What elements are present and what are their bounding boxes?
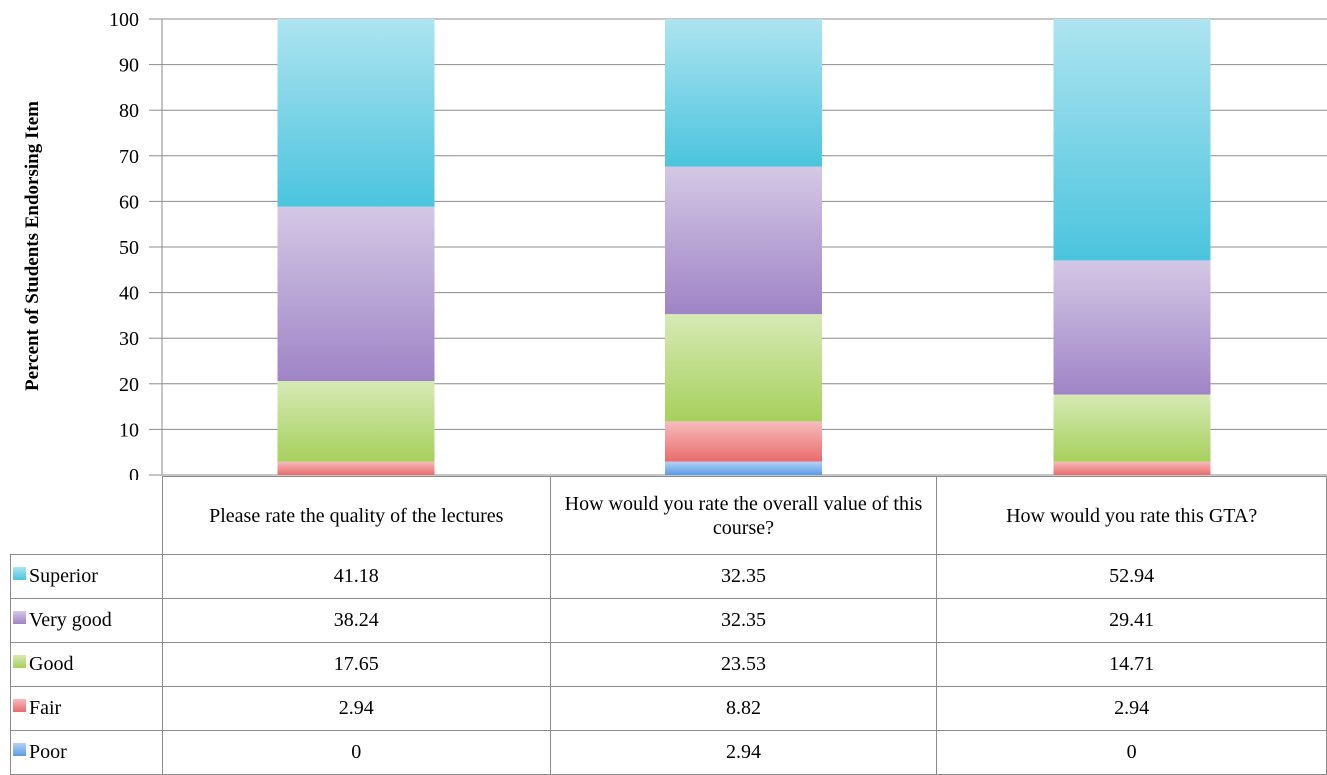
y-axis-ticks: 0 10 20 30 40 50 60 70 80 90 100 [109, 9, 163, 480]
data-value: 8.82 [549, 686, 938, 731]
data-value: 2.94 [936, 686, 1327, 731]
data-value: 14.71 [936, 642, 1327, 687]
legend-key [13, 611, 26, 624]
y-axis-label: Percent of Students Endorsing Item [22, 101, 43, 391]
bar-segment-very-good [277, 206, 435, 382]
category-label: How would you rate the overall value of … [549, 476, 938, 555]
y-tick-label: 0 [129, 465, 139, 480]
legend-key [13, 699, 26, 712]
legend-entry: Poor [10, 730, 163, 775]
table-row: Very good 38.24 32.35 29.41 [10, 598, 1327, 643]
series-name: Superior [29, 565, 98, 587]
bar-segment-very-good [1053, 260, 1211, 395]
stacked-bar-chart: 0 10 20 30 40 50 60 70 80 90 100 [109, 9, 1327, 480]
data-value: 2.94 [549, 730, 938, 775]
y-tick-label: 80 [119, 100, 139, 122]
data-value: 52.94 [936, 554, 1327, 599]
y-tick-label: 90 [119, 55, 139, 77]
category-label: How would you rate this GTA? [936, 476, 1327, 555]
table-row: Poor 0 2.94 0 [10, 730, 1327, 775]
y-tick-label: 40 [119, 283, 139, 305]
bar-segment-fair [665, 421, 822, 462]
bar-segment-good [665, 314, 822, 422]
data-value: 0 [936, 730, 1327, 775]
series-name: Fair [29, 697, 62, 719]
table-row: Good 17.65 23.53 14.71 [10, 642, 1327, 687]
legend-entry: Fair [10, 686, 163, 731]
bar-segment-good [277, 381, 435, 462]
data-value: 41.18 [161, 554, 551, 599]
bar-segment-fair [1053, 461, 1211, 475]
legend-entry: Superior [10, 554, 163, 599]
bars [277, 18, 1211, 475]
bar-segment-fair [277, 461, 435, 475]
data-value: 23.53 [549, 642, 938, 687]
data-table: Please rate the quality of the lectures H… [10, 476, 1327, 775]
series-name: Good [29, 653, 74, 675]
y-tick-label: 50 [119, 237, 139, 259]
series-name: Poor [29, 741, 67, 763]
data-value: 32.35 [549, 598, 938, 643]
series-name: Very good [29, 609, 112, 631]
table-row: Fair 2.94 8.82 2.94 [10, 686, 1327, 731]
legend-entry: Very good [10, 598, 163, 643]
y-tick-label: 10 [119, 419, 139, 441]
data-value: 17.65 [161, 642, 551, 687]
data-value: 0 [161, 730, 551, 775]
data-value: 2.94 [161, 686, 551, 731]
bar-segment-superior [1053, 19, 1211, 261]
bar-segment-superior [665, 19, 822, 167]
table-corner [10, 476, 163, 555]
bar-segment-very-good [665, 166, 822, 315]
legend-key [13, 655, 26, 668]
bar-segment-good [1053, 394, 1211, 462]
y-tick-label: 30 [119, 328, 139, 350]
category-label: Please rate the quality of the lectures [161, 476, 551, 555]
legend-key [13, 567, 26, 580]
legend-key [13, 743, 26, 756]
data-value: 29.41 [936, 598, 1327, 643]
table-row: Superior 41.18 32.35 52.94 [10, 554, 1327, 599]
legend-entry: Good [10, 642, 163, 687]
y-tick-label: 60 [119, 191, 139, 213]
y-tick-label: 20 [119, 374, 139, 396]
y-tick-label: 100 [109, 9, 139, 31]
data-value: 32.35 [549, 554, 938, 599]
y-tick-label: 70 [119, 146, 139, 168]
data-value: 38.24 [161, 598, 551, 643]
bar-segment-superior [277, 18, 435, 207]
bar-segment-poor [665, 461, 822, 475]
